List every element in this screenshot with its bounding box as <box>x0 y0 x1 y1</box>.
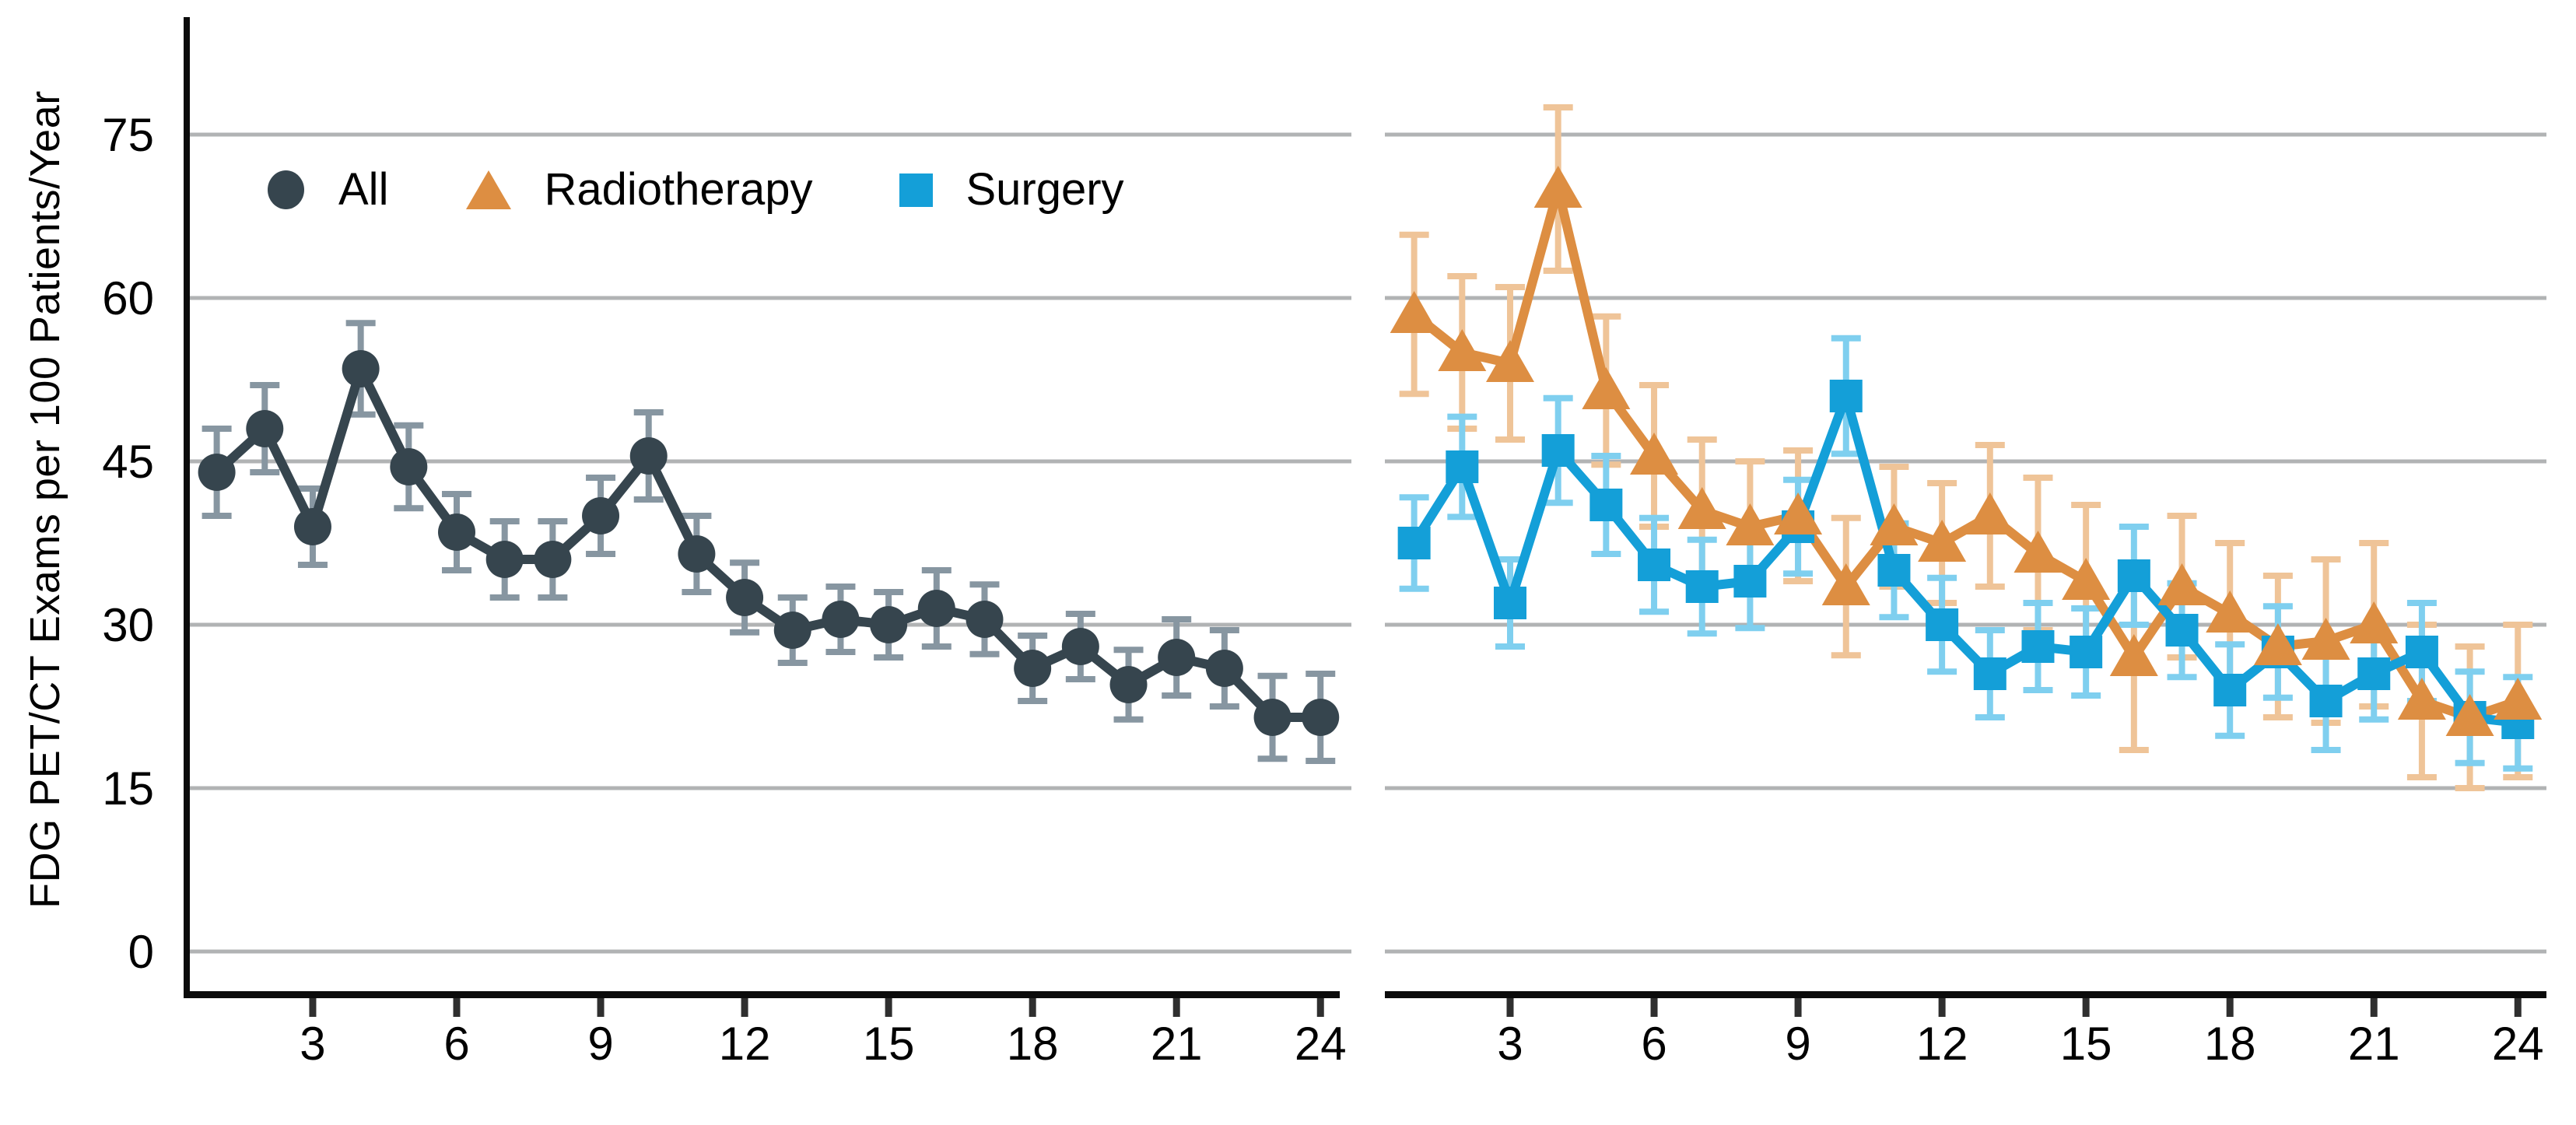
line-radiotherapy <box>1409 188 2523 723</box>
y-axis-title: FDG PET/CT Exams per 100 Patients/Year <box>22 90 68 909</box>
markers-all <box>198 350 1340 736</box>
markers-surgery <box>1397 380 2535 739</box>
y-tick-label: 0 <box>128 926 154 978</box>
x-tick-label: 6 <box>443 1018 469 1070</box>
legend: All Radiotherapy Surgery <box>268 165 1124 215</box>
legend-item-radiotherapy: Radiotherapy <box>466 165 812 215</box>
circle-icon <box>268 170 304 209</box>
legend-label-radiotherapy: Radiotherapy <box>544 164 813 215</box>
line-surgery <box>1409 380 2523 727</box>
x-tick-label: 15 <box>2060 1018 2112 1070</box>
x-tick-label: 21 <box>1151 1018 1203 1070</box>
legend-label-all: All <box>338 164 389 215</box>
y-tick-label: 60 <box>102 272 154 324</box>
x-tick-label: 12 <box>719 1018 771 1070</box>
x-ticks: 3 6 9 12 15 18 21 24 3 6 9 12 15 18 21 24 <box>300 998 2544 1070</box>
x-tick-label: 18 <box>1007 1018 1059 1070</box>
x-tick-label: 12 <box>1916 1018 1968 1070</box>
y-tick-label: 45 <box>102 436 154 488</box>
y-tick-label: 75 <box>102 109 154 161</box>
gridlines <box>190 132 2546 954</box>
y-tick-label: 30 <box>102 599 154 651</box>
triangle-icon <box>466 170 512 209</box>
x-tick-label: 6 <box>1641 1018 1667 1070</box>
line-all <box>212 356 1326 722</box>
legend-label-surgery: Surgery <box>966 164 1124 215</box>
square-icon <box>899 173 934 207</box>
x-tick-label: 24 <box>1295 1018 1347 1070</box>
axes <box>184 17 2546 998</box>
y-tick-label: 15 <box>102 762 154 815</box>
x-tick-label: 15 <box>863 1018 915 1070</box>
legend-item-all: All <box>268 165 388 215</box>
x-tick-label: 3 <box>1497 1018 1523 1070</box>
x-tick-label: 9 <box>587 1018 613 1070</box>
errorbars-all <box>202 320 1336 764</box>
x-tick-label: 9 <box>1785 1018 1810 1070</box>
x-tick-label: 21 <box>2348 1018 2400 1070</box>
x-tick-label: 18 <box>2204 1018 2256 1070</box>
x-tick-label: 24 <box>2492 1018 2544 1070</box>
x-tick-label: 3 <box>300 1018 325 1070</box>
y-tick-labels: 75 60 45 30 15 0 <box>102 109 154 978</box>
legend-item-surgery: Surgery <box>899 164 1124 215</box>
markers-radiotherapy <box>1390 166 2543 736</box>
